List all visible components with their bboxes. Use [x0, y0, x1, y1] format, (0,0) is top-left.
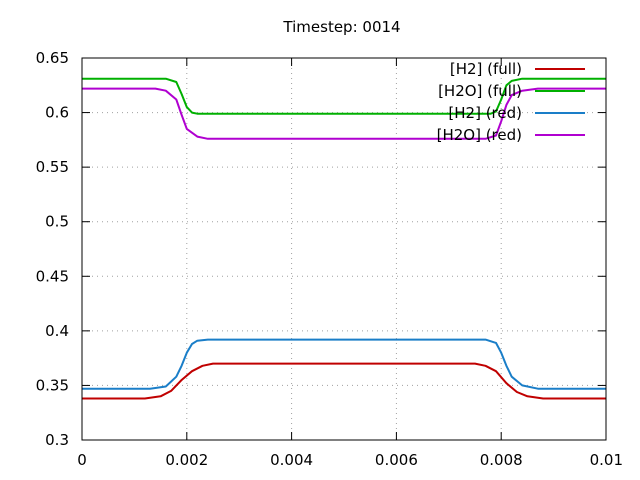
- x-tick-label-3: 0.006: [375, 451, 418, 469]
- series-line-0: [82, 362, 606, 400]
- series-line-2: [82, 338, 606, 390]
- y-tick-label-1: 0.35: [36, 376, 69, 394]
- y-tick-label-5: 0.55: [36, 158, 69, 176]
- legend-label-2: [H2] (red): [448, 104, 522, 122]
- plot-border: [81, 57, 607, 441]
- grid: [82, 58, 606, 440]
- axes: 0.3 0.35 0.4 0.45 0.5 0.55 0.6 0.65 0 0.002 0.004 0…: [36, 49, 623, 469]
- legend-label-3: [H2O] (red): [437, 126, 522, 144]
- y-tick-label-4: 0.5: [45, 213, 69, 231]
- y-tick-label-2: 0.4: [45, 322, 69, 340]
- x-tick-label-1: 0.002: [165, 451, 208, 469]
- series-line-3: [82, 87, 606, 140]
- series-layer: [82, 77, 606, 400]
- y-tick-label-7: 0.65: [36, 49, 69, 67]
- legend-label-1: [H2O] (full): [438, 82, 522, 100]
- y-tick-label-6: 0.6: [45, 104, 69, 122]
- x-tick-label-4: 0.008: [480, 451, 523, 469]
- x-tick-label-2: 0.004: [270, 451, 313, 469]
- legend-label-0: [H2] (full): [450, 60, 522, 78]
- legend: [H2] (full) [H2O] (full) [H2] (red) [H2O] (…: [437, 60, 585, 144]
- series-line-1: [82, 77, 606, 115]
- chart-title: Timestep: 0014: [282, 18, 400, 36]
- x-tick-label-5: 0.01: [590, 451, 623, 469]
- y-tick-label-3: 0.45: [36, 267, 69, 285]
- x-tick-label-0: 0: [77, 451, 87, 469]
- y-tick-label-0: 0.3: [45, 431, 69, 449]
